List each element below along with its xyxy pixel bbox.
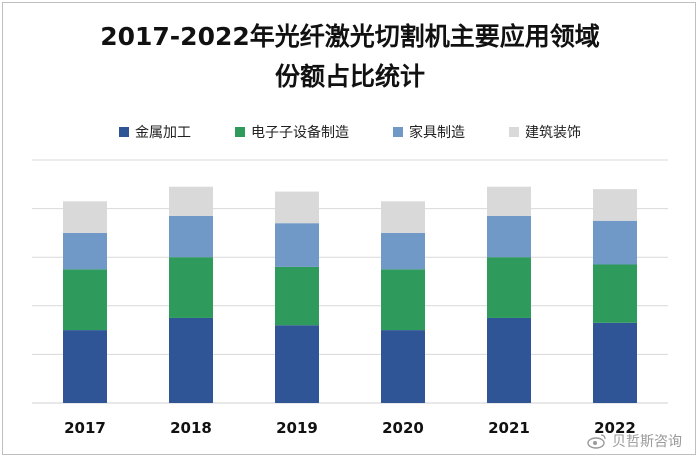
bar-segment-2021-2 <box>487 215 531 258</box>
chart-title-line1: 2017-2022年光纤激光切割机主要应用领域 <box>100 22 600 51</box>
legend-item-electronics: 电子子设备制造 <box>235 122 349 142</box>
x-tick-label: 2019 <box>276 419 318 437</box>
chart-legend: 金属加工 电子子设备制造 家具制造 建筑装饰 <box>0 121 700 143</box>
legend-swatch-furniture <box>393 127 403 137</box>
watermark: 贝哲斯咨询 <box>586 431 682 451</box>
bar-segment-2017-1 <box>63 269 107 331</box>
bar-segment-2019-0 <box>275 325 319 403</box>
bar-segment-2017-0 <box>63 330 107 403</box>
legend-item-furniture: 家具制造 <box>393 122 465 142</box>
bar-segment-2021-0 <box>487 317 531 403</box>
bar-segment-2022-3 <box>593 189 637 221</box>
legend-swatch-construction <box>509 127 519 137</box>
legend-swatch-electronics <box>235 127 245 137</box>
chart-title-line2: 份额占比统计 <box>274 62 425 91</box>
bar-segment-2017-2 <box>63 232 107 270</box>
legend-label-electronics: 电子子设备制造 <box>251 125 349 141</box>
chart-frame <box>2 2 696 455</box>
legend-item-construction: 建筑装饰 <box>509 122 581 142</box>
bar-segment-2021-1 <box>487 257 531 318</box>
bar-segment-2020-3 <box>381 201 425 233</box>
x-tick-label: 2018 <box>170 419 212 437</box>
x-tick-label: 2017 <box>64 419 106 437</box>
bar-segment-2019-1 <box>275 266 319 326</box>
watermark-text: 贝哲斯咨询 <box>612 434 682 450</box>
bar-segment-2019-3 <box>275 191 319 224</box>
legend-label-metal: 金属加工 <box>135 125 191 141</box>
x-tick-label: 2021 <box>488 419 530 437</box>
bar-segment-2018-1 <box>169 257 213 318</box>
bar-segment-2020-1 <box>381 269 425 331</box>
bar-segment-2018-3 <box>169 186 213 216</box>
bar-segment-2022-2 <box>593 220 637 265</box>
bar-segment-2017-3 <box>63 201 107 233</box>
bar-segment-2021-3 <box>487 186 531 216</box>
bar-segment-2019-2 <box>275 223 319 267</box>
legend-label-construction: 建筑装饰 <box>525 125 581 141</box>
legend-label-furniture: 家具制造 <box>409 125 465 141</box>
bar-segment-2020-2 <box>381 232 425 270</box>
weibo-icon <box>587 434 606 449</box>
x-tick-label: 2020 <box>382 419 424 437</box>
bar-segment-2018-0 <box>169 317 213 403</box>
bar-segment-2020-0 <box>381 330 425 403</box>
legend-item-metal: 金属加工 <box>119 122 191 142</box>
bar-segment-2018-2 <box>169 215 213 258</box>
x-tick-label: 2022 <box>594 419 636 437</box>
bar-segment-2022-0 <box>593 322 637 403</box>
legend-swatch-metal <box>119 127 129 137</box>
bar-segment-2022-1 <box>593 264 637 323</box>
